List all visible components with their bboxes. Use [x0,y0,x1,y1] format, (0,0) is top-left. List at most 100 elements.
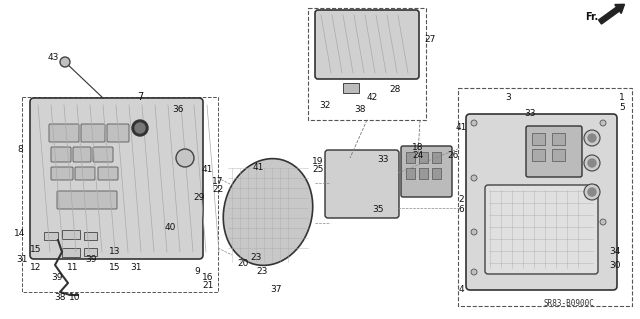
Text: 33: 33 [524,108,536,117]
FancyBboxPatch shape [107,124,129,142]
Text: 11: 11 [67,263,79,272]
Bar [406,168,415,179]
Text: 2: 2 [458,196,464,204]
Bar [22,97,218,292]
Bar [419,168,428,179]
Text: 42: 42 [366,93,378,101]
Bar [552,149,565,161]
FancyBboxPatch shape [485,185,598,274]
Text: 15: 15 [30,246,42,255]
Bar [406,152,415,163]
Text: 9: 9 [194,268,200,277]
Text: 1: 1 [619,93,625,102]
Text: 38: 38 [54,293,66,301]
Text: 34: 34 [609,248,621,256]
Text: 41: 41 [252,164,264,173]
Text: 32: 32 [319,101,331,110]
Bar [532,149,545,161]
Text: 6: 6 [458,205,464,214]
Text: 12: 12 [30,263,42,271]
Bar [84,232,97,240]
Circle shape [584,155,600,171]
FancyBboxPatch shape [51,167,73,180]
Text: 35: 35 [372,205,384,214]
Bar [532,133,545,145]
FancyBboxPatch shape [75,167,95,180]
Text: 13: 13 [109,248,121,256]
Text: 23: 23 [256,268,268,277]
FancyArrow shape [598,4,625,24]
FancyBboxPatch shape [30,98,203,259]
Text: 27: 27 [424,35,436,44]
Text: 31: 31 [16,256,28,264]
Text: 19: 19 [312,158,324,167]
Text: 14: 14 [14,228,26,238]
Text: 10: 10 [69,293,81,301]
Text: 39: 39 [51,272,63,281]
FancyBboxPatch shape [401,146,452,197]
FancyBboxPatch shape [466,114,617,290]
Circle shape [588,159,596,167]
Text: 23: 23 [250,254,262,263]
Circle shape [588,188,596,196]
FancyBboxPatch shape [73,147,91,162]
Circle shape [471,269,477,275]
Text: 38: 38 [355,106,365,115]
Text: 29: 29 [193,194,205,203]
Bar [343,83,359,93]
Text: 20: 20 [237,259,249,269]
Circle shape [471,120,477,126]
Text: 4: 4 [458,286,464,294]
Text: 39: 39 [85,256,97,264]
Circle shape [132,120,148,136]
Text: Fr.: Fr. [586,12,598,22]
Circle shape [584,130,600,146]
Circle shape [135,123,145,133]
Text: 3: 3 [505,93,511,102]
FancyBboxPatch shape [57,191,117,209]
FancyBboxPatch shape [51,147,71,162]
FancyBboxPatch shape [98,167,118,180]
Text: 40: 40 [164,224,176,233]
Text: 41: 41 [455,123,467,132]
Text: 25: 25 [312,166,324,174]
FancyBboxPatch shape [49,124,79,142]
Bar [308,8,426,120]
Ellipse shape [223,159,313,265]
Text: 33: 33 [377,155,388,165]
Bar [44,232,58,240]
Circle shape [471,175,477,181]
Text: 5: 5 [619,103,625,113]
Bar [552,133,565,145]
Text: 21: 21 [202,281,214,291]
Bar [432,152,441,163]
Text: 7: 7 [137,92,143,102]
Text: 16: 16 [202,273,214,283]
Circle shape [60,57,70,67]
FancyBboxPatch shape [526,126,582,177]
Text: 26: 26 [447,151,459,160]
Text: 41: 41 [202,166,212,174]
Text: 8: 8 [17,145,23,154]
Text: 30: 30 [609,261,621,270]
Circle shape [600,219,606,225]
FancyBboxPatch shape [315,10,419,79]
Circle shape [471,229,477,235]
Text: 22: 22 [212,186,223,195]
Text: SR83-B0900C: SR83-B0900C [543,299,594,308]
Bar [62,248,80,257]
Text: 17: 17 [212,177,224,187]
Text: 31: 31 [131,263,141,271]
Text: 18: 18 [412,143,424,152]
Text: 36: 36 [172,106,184,115]
Text: 15: 15 [109,263,121,271]
Text: 43: 43 [47,53,59,62]
Text: 28: 28 [389,85,401,94]
Circle shape [176,149,194,167]
Text: 37: 37 [270,286,282,294]
Bar [458,88,632,306]
Bar [419,152,428,163]
Circle shape [588,134,596,142]
Circle shape [600,120,606,126]
FancyBboxPatch shape [93,147,113,162]
